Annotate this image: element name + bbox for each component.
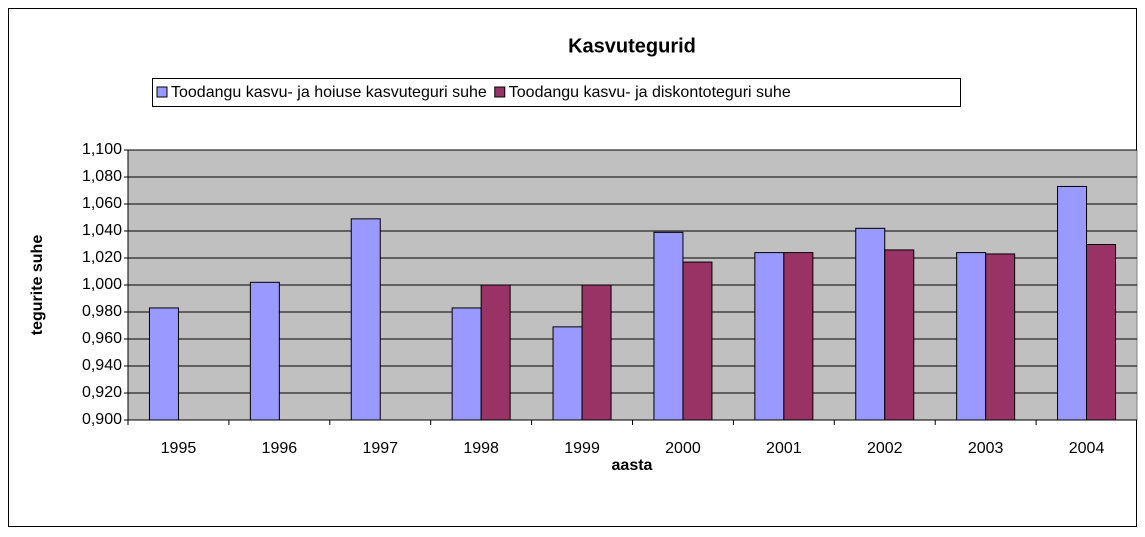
bar: [581, 284, 612, 421]
x-axis-label: aasta: [612, 457, 653, 474]
x-tick-label: 2001: [766, 440, 802, 457]
y-tick-label: 0,940: [82, 357, 122, 374]
bar: [682, 261, 713, 421]
bar: [956, 252, 987, 421]
x-tick-label: 1996: [262, 440, 298, 457]
bar: [249, 281, 280, 421]
x-tick-label: 2002: [867, 440, 903, 457]
legend-label: Toodangu kasvu- ja hoiuse kasvuteguri su…: [171, 84, 487, 101]
y-tick-label: 0,900: [82, 411, 122, 428]
bar: [855, 227, 886, 421]
x-tick-label: 1999: [564, 440, 600, 457]
bar: [480, 284, 511, 421]
legend-swatch: [156, 86, 168, 98]
bar: [884, 249, 915, 421]
x-tick-label: 2003: [968, 440, 1004, 457]
y-tick-label: 0,960: [82, 330, 122, 347]
x-tick-label: 1995: [161, 440, 197, 457]
bar: [653, 231, 684, 421]
legend-box: [152, 78, 961, 107]
bar: [985, 253, 1016, 421]
y-axis-label: tegurite suhe: [29, 235, 46, 336]
x-tick-label: 2000: [665, 440, 701, 457]
x-tick-label: 1997: [362, 440, 398, 457]
y-tick-label: 1,060: [82, 195, 122, 212]
bar: [350, 218, 381, 421]
bar: [148, 307, 179, 421]
bar: [1057, 185, 1088, 421]
y-tick-label: 1,040: [82, 222, 122, 239]
y-tick-label: 0,920: [82, 384, 122, 401]
bar: [552, 326, 583, 421]
y-tick-label: 1,100: [82, 141, 122, 158]
legend-swatch: [494, 86, 506, 98]
legend-label: Toodangu kasvu- ja diskontoteguri suhe: [509, 84, 791, 101]
y-tick-label: 0,980: [82, 303, 122, 320]
chart-title: Kasvutegurid: [568, 35, 696, 57]
y-tick-label: 1,000: [82, 276, 122, 293]
bar: [451, 307, 482, 421]
x-tick-label: 2004: [1069, 440, 1105, 457]
y-tick-label: 1,020: [82, 249, 122, 266]
x-tick-label: 1998: [463, 440, 499, 457]
bar: [754, 252, 785, 421]
bar: [783, 252, 814, 421]
y-tick-label: 1,080: [82, 168, 122, 185]
bar: [1086, 244, 1117, 421]
